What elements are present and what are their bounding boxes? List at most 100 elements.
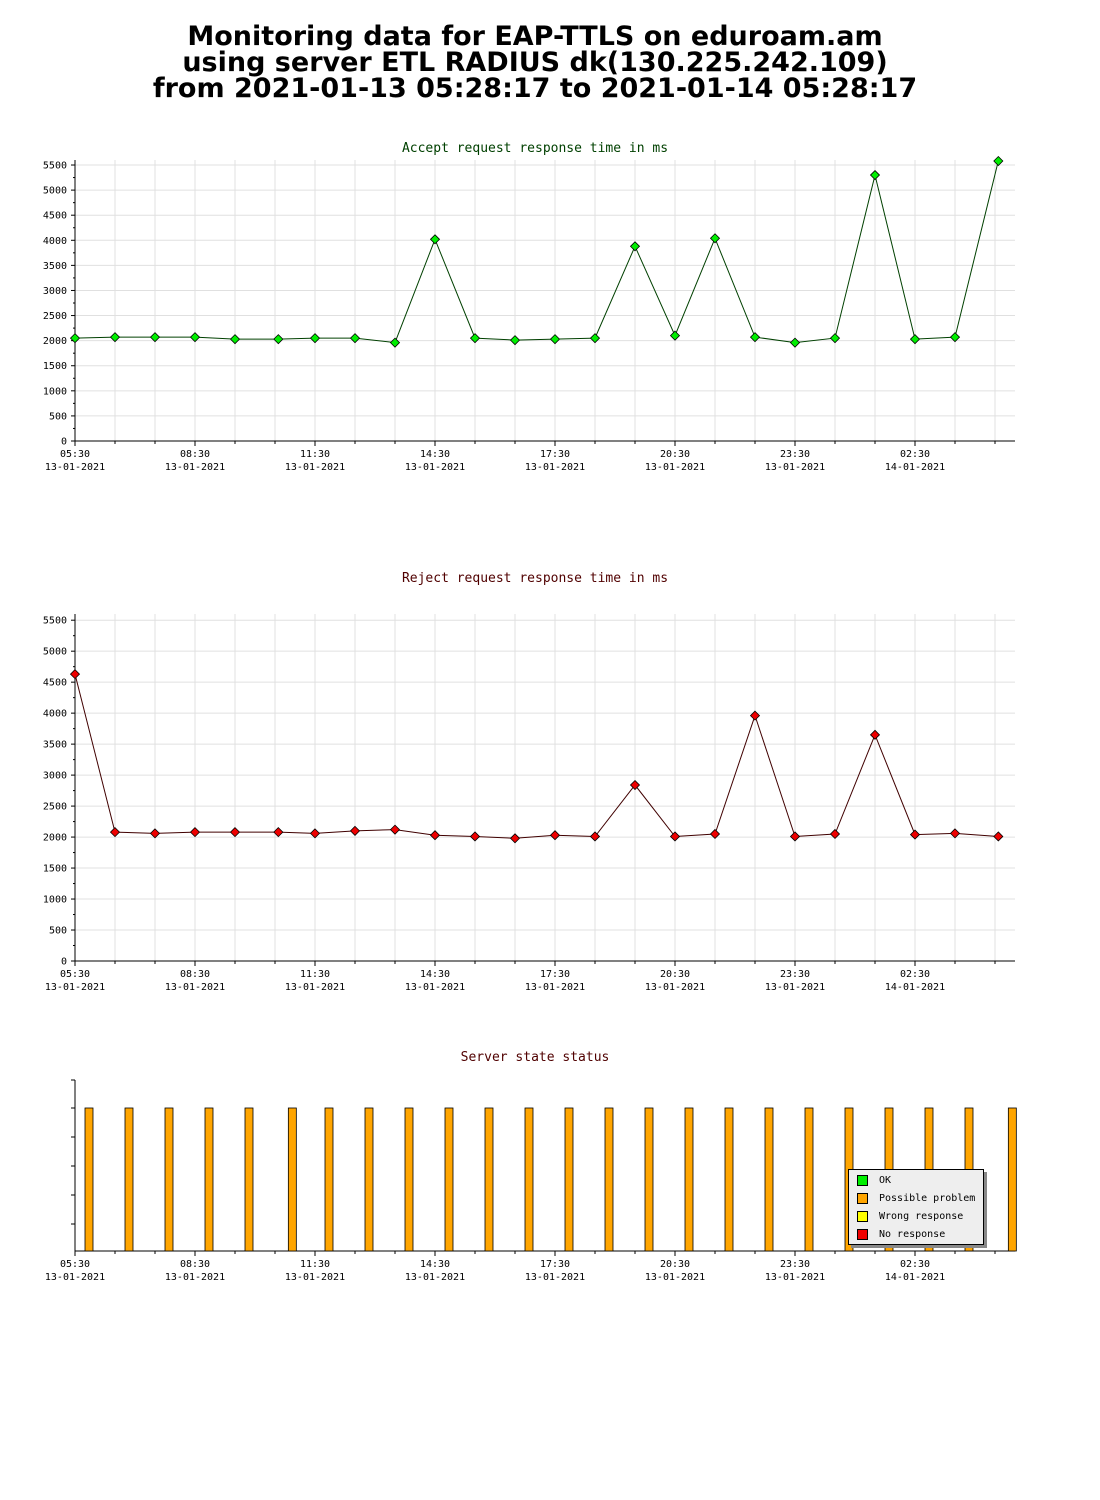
- reject-data-point: [189, 827, 201, 838]
- accept-data-point: [829, 333, 841, 344]
- accept-data-point: [709, 233, 721, 244]
- accept-data-point: [909, 334, 921, 345]
- reject-data-point: [993, 831, 1004, 842]
- legend-item-wrong-response: Wrong response: [857, 1209, 963, 1223]
- accept-data-point: [789, 337, 801, 348]
- accept-x-tick-date: 14-01-2021: [885, 462, 945, 473]
- reject-y-tick-label: 2500: [43, 802, 67, 813]
- accept-y-tick-label: 4000: [43, 236, 67, 247]
- reject-y-tick-label: 2000: [43, 833, 67, 844]
- status-x-tick-date: 13-01-2021: [765, 1272, 825, 1283]
- accept-x-tick-time: 02:30: [900, 449, 930, 460]
- accept-x-tick-date: 13-01-2021: [45, 462, 105, 473]
- accept-x-tick-date: 13-01-2021: [765, 462, 825, 473]
- accept-y-tick-label: 3500: [43, 261, 67, 272]
- title-line-1: Monitoring data for EAP-TTLS on eduroam.…: [187, 21, 883, 52]
- reject-y-tick-label: 1500: [43, 864, 67, 875]
- reject-x-tick-date: 13-01-2021: [165, 982, 225, 993]
- accept-data-point: [629, 241, 641, 252]
- title-line-3: from 2021-01-13 05:28:17 to 2021-01-14 0…: [152, 73, 918, 104]
- reject-data-point: [149, 828, 161, 839]
- status-x-tick-time: 23:30: [780, 1259, 810, 1270]
- status-state-bar: [564, 1107, 574, 1252]
- legend-item-ok: OK: [857, 1173, 891, 1187]
- reject-y-tick-label: 5500: [43, 616, 67, 627]
- status-state-bar: [764, 1107, 774, 1252]
- accept-x-tick-time: 11:30: [300, 449, 330, 460]
- status-state-bar: [404, 1107, 414, 1252]
- reject-data-point: [949, 828, 961, 839]
- accept-data-point: [389, 337, 401, 348]
- accept-y-tick-label: 1500: [43, 361, 67, 372]
- accept-y-tick-label: 5000: [43, 186, 67, 197]
- accept-data-point: [349, 333, 361, 344]
- status-state-bar: [1007, 1107, 1017, 1252]
- accept-data-point: [749, 332, 761, 343]
- reject-x-tick-date: 13-01-2021: [405, 982, 465, 993]
- accept-x-tick-time: 20:30: [660, 449, 690, 460]
- legend-swatch-possible-problem: [857, 1192, 868, 1204]
- accept-chart-title: Accept request response time in ms: [401, 141, 669, 156]
- legend-label-possible-problem: Possible problem: [879, 1192, 976, 1204]
- accept-data-point: [149, 332, 161, 343]
- reject-x-tick-time: 08:30: [180, 969, 210, 980]
- reject-x-tick-date: 13-01-2021: [45, 982, 105, 993]
- accept-y-tick-label: 4500: [43, 211, 67, 222]
- status-x-tick-date: 13-01-2021: [165, 1272, 225, 1283]
- accept-data-point: [589, 333, 601, 344]
- status-state-bar: [164, 1107, 174, 1252]
- reject-data-point: [629, 779, 641, 791]
- accept-data-point: [429, 234, 441, 245]
- status-chart-title: Server state status: [460, 1050, 610, 1065]
- reject-data-point: [789, 831, 801, 842]
- status-x-tick-date: 13-01-2021: [405, 1272, 465, 1283]
- page-title: Monitoring data for EAP-TTLS on eduroam.…: [0, 21, 1070, 104]
- status-state-bar: [804, 1107, 814, 1252]
- reject-x-tick-date: 13-01-2021: [285, 982, 345, 993]
- reject-x-tick-date: 13-01-2021: [765, 982, 825, 993]
- status-x-tick-date: 14-01-2021: [885, 1272, 945, 1283]
- status-legend: OK Possible problem Wrong response No re…: [848, 1169, 984, 1245]
- accept-x-tick-date: 13-01-2021: [405, 462, 465, 473]
- status-x-tick-date: 13-01-2021: [645, 1272, 705, 1283]
- reject-data-point: [469, 831, 481, 842]
- reject-x-tick-date: 13-01-2021: [525, 982, 585, 993]
- accept-data-point: [549, 334, 561, 345]
- reject-data-point: [349, 825, 361, 836]
- status-state-bar: [724, 1107, 734, 1252]
- status-state-bar: [364, 1107, 374, 1252]
- accept-data-point: [949, 332, 961, 343]
- status-state-bar: [644, 1107, 654, 1252]
- reject-series-line: [74, 673, 999, 839]
- reject-y-tick-label: 0: [61, 957, 67, 968]
- status-x-tick-date: 13-01-2021: [285, 1272, 345, 1283]
- reject-data-point: [229, 827, 241, 838]
- accept-x-tick-date: 13-01-2021: [285, 462, 345, 473]
- accept-x-tick-time: 14:30: [420, 449, 450, 460]
- reject-data-point: [829, 828, 841, 840]
- status-x-tick-date: 13-01-2021: [45, 1272, 105, 1283]
- accept-y-tick-label: 2000: [43, 336, 67, 347]
- accept-y-tick-label: 3000: [43, 286, 67, 297]
- accept-x-tick-date: 13-01-2021: [165, 462, 225, 473]
- accept-x-tick-time: 17:30: [540, 449, 570, 460]
- accept-data-point: [469, 333, 481, 344]
- reject-data-point: [509, 833, 521, 844]
- accept-data-point: [509, 335, 521, 346]
- status-state-bar: [684, 1107, 694, 1252]
- status-state-bar: [287, 1107, 297, 1252]
- status-state-bar: [604, 1107, 614, 1252]
- status-state-bar: [244, 1107, 254, 1252]
- reject-data-point: [909, 829, 921, 840]
- legend-swatch-no-response: [857, 1228, 868, 1240]
- status-state-bar: [444, 1107, 454, 1252]
- reject-y-tick-label: 4000: [43, 709, 67, 720]
- reject-y-tick-label: 1000: [43, 895, 67, 906]
- accept-data-point: [869, 169, 881, 181]
- legend-swatch-wrong-response: [857, 1210, 868, 1222]
- reject-data-point: [749, 710, 761, 721]
- accept-y-tick-label: 500: [49, 411, 67, 422]
- reject-data-point: [709, 828, 721, 840]
- reject-x-tick-time: 02:30: [900, 969, 930, 980]
